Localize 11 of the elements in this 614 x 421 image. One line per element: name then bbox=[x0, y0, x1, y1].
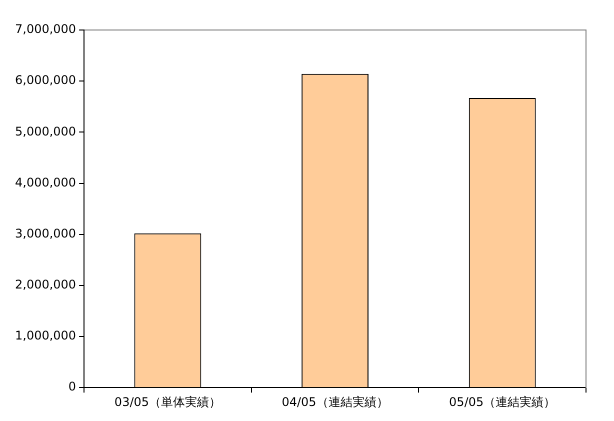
y-tick-label: 5,000,000 bbox=[14, 124, 76, 138]
y-tick-label: 6,000,000 bbox=[14, 73, 76, 88]
y-tick-label: 7,000,000 bbox=[14, 22, 76, 36]
y-tick-label: 0 bbox=[68, 380, 76, 394]
x-tick-label: 03/05（単体実績） bbox=[114, 394, 222, 409]
y-tick-label: 1,000,000 bbox=[14, 328, 76, 343]
x-tick-label: 04/05（連結実績） bbox=[282, 394, 388, 409]
x-tick-label: 05/05（連結実績） bbox=[449, 394, 556, 409]
y-tick-label: 2,000,000 bbox=[14, 278, 76, 292]
y-tick-label: 4,000,000 bbox=[14, 175, 76, 190]
y-tick-label: 3,000,000 bbox=[14, 226, 76, 240]
